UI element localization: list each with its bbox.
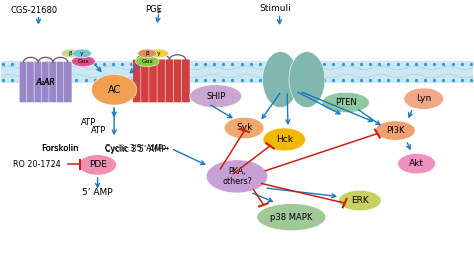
Text: Lyn: Lyn [416,94,431,103]
Text: p38 MAPK: p38 MAPK [270,213,312,222]
Text: CGS-21680: CGS-21680 [10,6,57,15]
Ellipse shape [206,160,268,193]
FancyBboxPatch shape [34,62,42,103]
Text: PKA,
others?: PKA, others? [222,167,252,186]
Ellipse shape [72,56,95,67]
FancyBboxPatch shape [19,62,27,103]
Ellipse shape [263,52,299,108]
Ellipse shape [404,88,444,109]
Text: PGE: PGE [145,5,162,14]
Text: Hck: Hck [276,135,293,144]
Ellipse shape [257,204,326,231]
Text: Gαs: Gαs [141,59,153,64]
Ellipse shape [375,121,415,140]
Ellipse shape [263,128,306,151]
Text: 5’ AMP: 5’ AMP [82,188,113,197]
Text: Cyclic 3'5' AMP→: Cyclic 3'5' AMP→ [105,144,169,153]
Text: Forskolin: Forskolin [41,144,78,153]
Ellipse shape [73,49,91,58]
FancyBboxPatch shape [64,62,72,103]
Text: γ: γ [157,51,161,56]
Text: β: β [69,51,73,56]
Ellipse shape [289,52,325,108]
FancyBboxPatch shape [42,62,50,103]
Ellipse shape [138,49,156,58]
Text: 2: 2 [156,9,161,14]
FancyBboxPatch shape [149,59,158,103]
Text: A₂AR: A₂AR [36,78,55,87]
FancyBboxPatch shape [165,59,174,103]
Text: Akt: Akt [409,159,424,168]
Text: ERK: ERK [351,196,369,205]
Text: Stimuli: Stimuli [259,4,291,13]
Text: Cyclic 3‘5’ AMP: Cyclic 3‘5’ AMP [105,145,166,154]
Text: Forskolin: Forskolin [41,144,78,153]
Text: A₂AR: A₂AR [36,78,55,87]
FancyBboxPatch shape [49,62,57,103]
Ellipse shape [338,190,381,211]
Ellipse shape [190,85,242,108]
FancyBboxPatch shape [56,62,64,103]
FancyBboxPatch shape [157,59,166,103]
FancyBboxPatch shape [173,59,182,103]
Text: ATP: ATP [81,119,96,127]
Text: ATP: ATP [91,126,106,135]
Text: SHIP: SHIP [206,92,225,101]
Ellipse shape [322,92,369,113]
Ellipse shape [136,56,159,67]
Text: Syk: Syk [236,123,252,133]
Bar [0,60,474,83]
FancyBboxPatch shape [182,59,190,103]
Ellipse shape [224,117,264,139]
Text: AC: AC [108,85,121,95]
Ellipse shape [79,155,117,175]
FancyBboxPatch shape [133,59,141,103]
Text: γ: γ [80,51,84,56]
Ellipse shape [91,74,137,105]
Text: RO 20-1724: RO 20-1724 [12,160,60,169]
Text: Gαs: Gαs [78,59,89,64]
Text: PI3K: PI3K [386,126,405,135]
Text: PTEN: PTEN [335,98,356,107]
FancyBboxPatch shape [27,62,35,103]
Text: PDE: PDE [89,161,107,169]
Ellipse shape [398,153,436,174]
Ellipse shape [61,49,80,58]
Ellipse shape [150,49,168,58]
Text: β: β [146,51,149,56]
FancyBboxPatch shape [141,59,149,103]
